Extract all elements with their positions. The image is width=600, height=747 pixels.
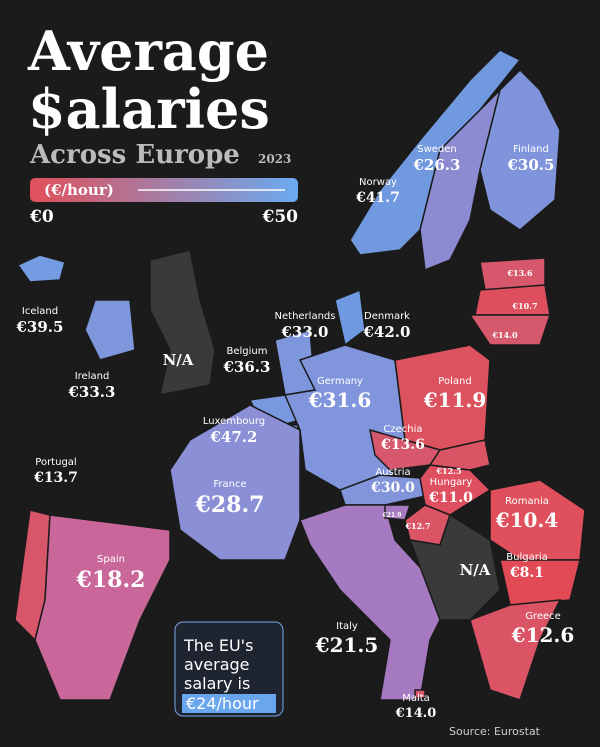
country-name: Finland	[513, 144, 549, 155]
country-shape	[468, 314, 552, 346]
callout-text: The EU's	[183, 636, 253, 655]
country-shape	[334, 288, 366, 347]
country-value: €12.6	[511, 623, 575, 647]
country-name: France	[213, 479, 246, 490]
callout-highlight-text: €24/hour	[186, 694, 259, 713]
country-name: Romania	[505, 496, 549, 507]
country-value: €21.5	[315, 633, 379, 657]
legend-unit: (€/hour)	[44, 181, 114, 199]
map: N/A N/A Norway €41.7 Sweden€26.3 Finland€30.5…	[14, 49, 586, 721]
country-value: €47.2	[210, 428, 258, 446]
country-value: €18.2	[76, 567, 146, 593]
country-name: Netherlands	[275, 311, 336, 322]
country-value: €13.6	[506, 268, 532, 278]
country-name: Malta	[402, 693, 430, 704]
country-value: €30.5	[507, 156, 555, 174]
country-shape	[349, 49, 522, 256]
title-line: Average	[27, 19, 269, 83]
country-value: €36.3	[223, 358, 271, 376]
callout-text: average	[184, 655, 250, 674]
country-name: Luxembourg	[203, 416, 265, 427]
country-shape	[84, 299, 136, 361]
country-shape	[16, 254, 66, 283]
country-value: €42.0	[363, 323, 411, 341]
country-name: Italy	[336, 621, 358, 632]
country-value: €14.0	[491, 330, 517, 340]
legend-min: €0	[29, 207, 54, 227]
country-value: €13.6	[380, 437, 425, 453]
country-name: Denmark	[364, 311, 410, 322]
na-label: N/A	[163, 351, 194, 369]
country-value: €13.7	[33, 470, 78, 486]
country-value: €33.3	[68, 383, 116, 401]
country-name: Spain	[97, 554, 125, 565]
na-shape	[408, 513, 501, 621]
country-value: €8.1	[509, 565, 544, 581]
callout-box	[174, 621, 284, 717]
country-name: Poland	[438, 376, 471, 387]
country-value: €11.9	[423, 388, 487, 412]
country-shape	[414, 689, 426, 699]
country-shape	[469, 599, 562, 701]
country-value: €12.5	[435, 466, 461, 476]
country-name: Bulgaria	[506, 552, 547, 563]
country-name: Austria	[375, 467, 410, 478]
country-name: Ireland	[75, 371, 110, 382]
country-name: Czechia	[383, 424, 422, 435]
country-name: Greece	[525, 611, 561, 622]
callout: The EU's average salary is €24/hour	[174, 621, 284, 717]
country-name: Sweden	[417, 144, 457, 155]
country-shape	[169, 404, 301, 561]
country-value: €31.6	[308, 388, 372, 412]
country-value: €30.0	[370, 480, 415, 496]
country-value: €39.5	[16, 318, 64, 336]
country-value: €10.4	[495, 508, 559, 532]
subtitle: Across Europe	[29, 140, 240, 170]
country-name: Portugal	[35, 457, 76, 468]
country-value: €33.0	[281, 323, 329, 341]
country-value: €26.3	[413, 156, 461, 174]
country-name: Hungary	[430, 477, 473, 488]
na-label: N/A	[460, 561, 491, 579]
country-shape	[499, 559, 581, 606]
country-value: €12.7	[404, 521, 430, 531]
country-value: €41.7	[355, 190, 400, 206]
source: Source: Eurostat	[449, 725, 541, 738]
na-shape	[149, 249, 216, 396]
country-name: Norway	[359, 177, 397, 188]
legend-max: €50	[262, 207, 299, 227]
country-name: Belgium	[227, 346, 268, 357]
year: 2023	[258, 152, 291, 166]
country-shape	[479, 68, 561, 231]
country-name: Iceland	[22, 306, 58, 317]
country-value: €28.7	[195, 492, 265, 518]
country-value: €10.7	[511, 301, 537, 311]
country-shape	[299, 504, 451, 701]
country-value: €14.0	[395, 706, 437, 721]
country-shape	[34, 514, 171, 701]
country-value: €21.9	[382, 512, 402, 519]
title-line: $alaries	[28, 77, 270, 141]
callout-text: salary is	[184, 674, 250, 693]
country-name: Germany	[317, 376, 363, 387]
callout-highlight	[182, 694, 276, 713]
country-value: €11.0	[428, 490, 473, 506]
country-shape	[428, 439, 491, 471]
